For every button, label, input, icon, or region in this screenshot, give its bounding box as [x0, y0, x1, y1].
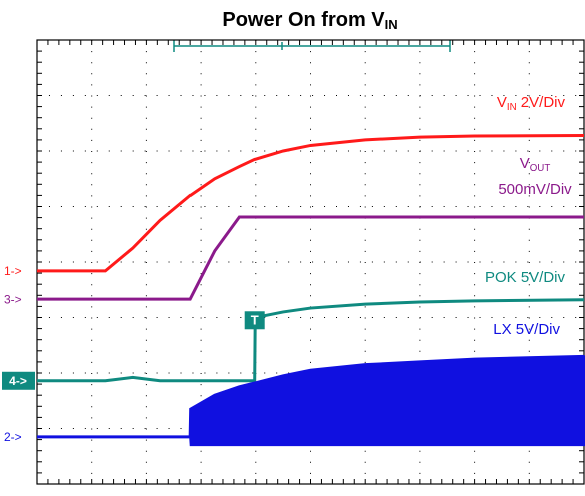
text-part: V [520, 155, 530, 172]
text-part: OUT [530, 162, 551, 173]
channel-marker: 4-> [9, 374, 27, 388]
text-part: V [497, 94, 507, 111]
trigger-label: T [251, 313, 259, 328]
trace-label: 500mV/Div [498, 181, 572, 198]
trace-label: VOUT [520, 155, 551, 173]
channel-marker: 2-> [4, 430, 22, 444]
channel-marker-box [2, 371, 35, 390]
text-part: IN [507, 101, 517, 112]
trace-label: VIN 2V/Div [497, 94, 566, 112]
text-part: Power On from V [222, 9, 385, 31]
channel-marker: 3-> [4, 292, 22, 306]
trace [37, 298, 585, 383]
chart-title: Power On from VIN [222, 9, 397, 32]
text-part: 500mV/Div [498, 181, 572, 198]
text-part: LX 5V/Div [493, 321, 560, 338]
text-part: 2V/Div [517, 94, 566, 111]
text-part: IN [385, 17, 398, 32]
trace [37, 354, 585, 439]
trace [37, 133, 585, 273]
trace [37, 215, 584, 301]
trace-label: POK 5V/Div [485, 269, 566, 286]
text-part: POK 5V/Div [485, 269, 566, 286]
time-ruler [173, 40, 451, 52]
trigger-box [244, 311, 265, 330]
trace-label: LX 5V/Div [493, 321, 560, 338]
channel-marker: 1-> [4, 264, 22, 278]
